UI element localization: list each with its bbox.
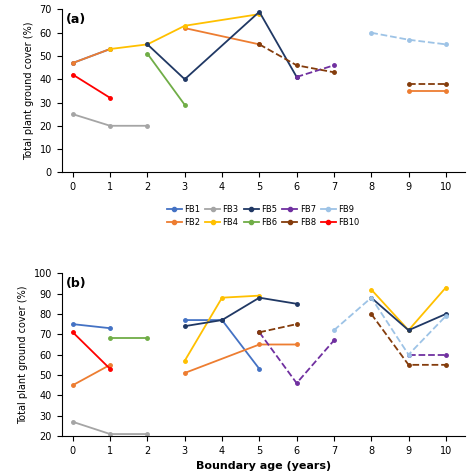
Y-axis label: Total plant ground cover (%): Total plant ground cover (%) xyxy=(18,285,28,424)
Text: (b): (b) xyxy=(65,276,86,290)
Y-axis label: Total plant ground cover (%): Total plant ground cover (%) xyxy=(24,22,34,160)
Text: (a): (a) xyxy=(65,13,86,26)
X-axis label: Boundary age (years): Boundary age (years) xyxy=(195,461,331,471)
Legend: FB1, FB2, FB3, FB4, FB5, FB6, FB7, FB8, FB9, FB10: FB1, FB2, FB3, FB4, FB5, FB6, FB7, FB8, … xyxy=(163,201,363,230)
